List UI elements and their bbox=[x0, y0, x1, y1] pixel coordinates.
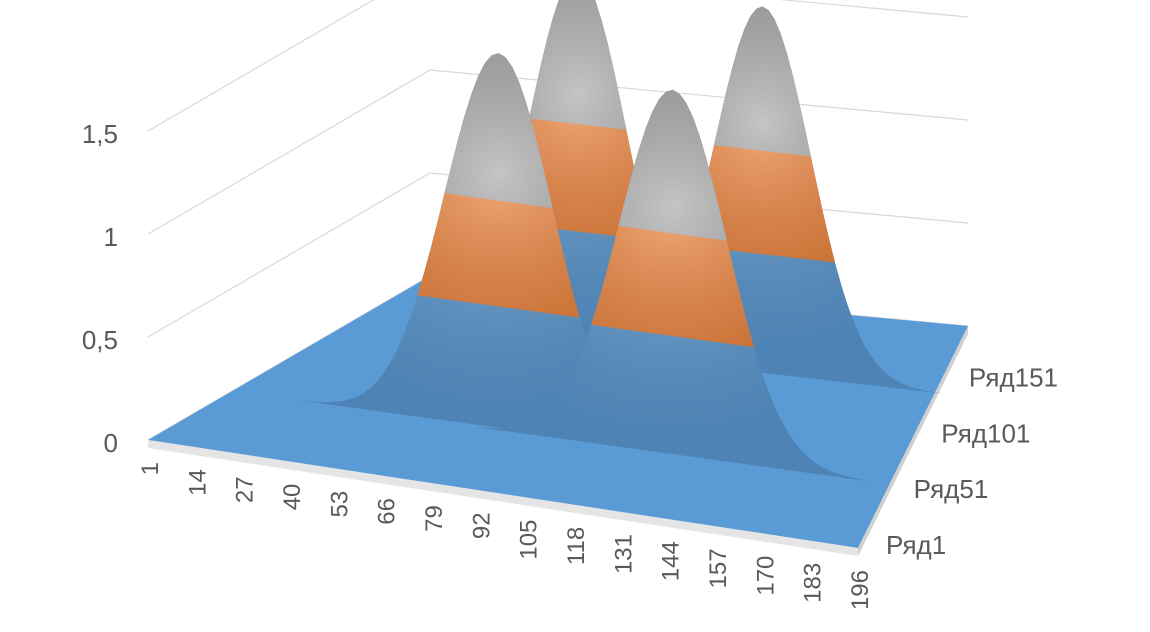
surface-peak bbox=[469, 89, 876, 483]
series-tick-label: Ряд51 bbox=[914, 474, 989, 504]
x-tick-label: 79 bbox=[421, 505, 448, 532]
peak-shading bbox=[469, 89, 876, 483]
z-tick-label: 0 bbox=[104, 428, 118, 458]
x-tick-label: 1 bbox=[137, 462, 164, 475]
surface-peaks bbox=[295, 0, 944, 483]
floor-front-edge bbox=[148, 440, 858, 556]
x-tick-label: 170 bbox=[752, 556, 779, 596]
z-tick-label: 1 bbox=[104, 222, 118, 252]
floor-right-edge bbox=[858, 326, 968, 556]
peak-shading bbox=[295, 53, 702, 456]
x-tick-label: 118 bbox=[563, 527, 590, 565]
x-tick-label: 27 bbox=[232, 476, 259, 503]
x-tick-label: 105 bbox=[516, 520, 543, 560]
x-tick-label: 131 bbox=[610, 534, 637, 574]
series-tick-label: Ряд1 bbox=[886, 530, 946, 560]
x-axis-tick-labels: 1 14 27 40 53 66 79 92 105 118 131 144 157 170 183 196 bbox=[137, 462, 874, 610]
x-tick-label: 14 bbox=[184, 469, 211, 496]
surface-peak bbox=[295, 53, 702, 456]
z-gridline bbox=[147, 0, 969, 132]
series-tick-label: Ряд151 bbox=[969, 363, 1058, 393]
x-tick-label: 40 bbox=[279, 484, 306, 511]
series-tick-label: Ряд101 bbox=[941, 418, 1030, 448]
z-axis-tick-labels: 0 0,5 1 1,5 bbox=[82, 119, 118, 458]
x-tick-label: 92 bbox=[468, 512, 495, 539]
x-tick-label: 53 bbox=[326, 491, 353, 518]
z-tick-label: 0,5 bbox=[82, 325, 118, 355]
x-tick-label: 144 bbox=[658, 541, 685, 581]
x-tick-label: 66 bbox=[374, 498, 401, 525]
x-tick-label: 157 bbox=[705, 548, 732, 588]
surface-peak bbox=[580, 6, 944, 394]
series-axis-tick-labels: Ряд1 Ряд51 Ряд101 Ряд151 bbox=[886, 363, 1058, 560]
x-tick-label: 183 bbox=[800, 563, 827, 603]
z-tick-label: 1,5 bbox=[82, 119, 118, 149]
peak-shading bbox=[580, 6, 944, 394]
x-tick-label: 196 bbox=[847, 570, 874, 610]
